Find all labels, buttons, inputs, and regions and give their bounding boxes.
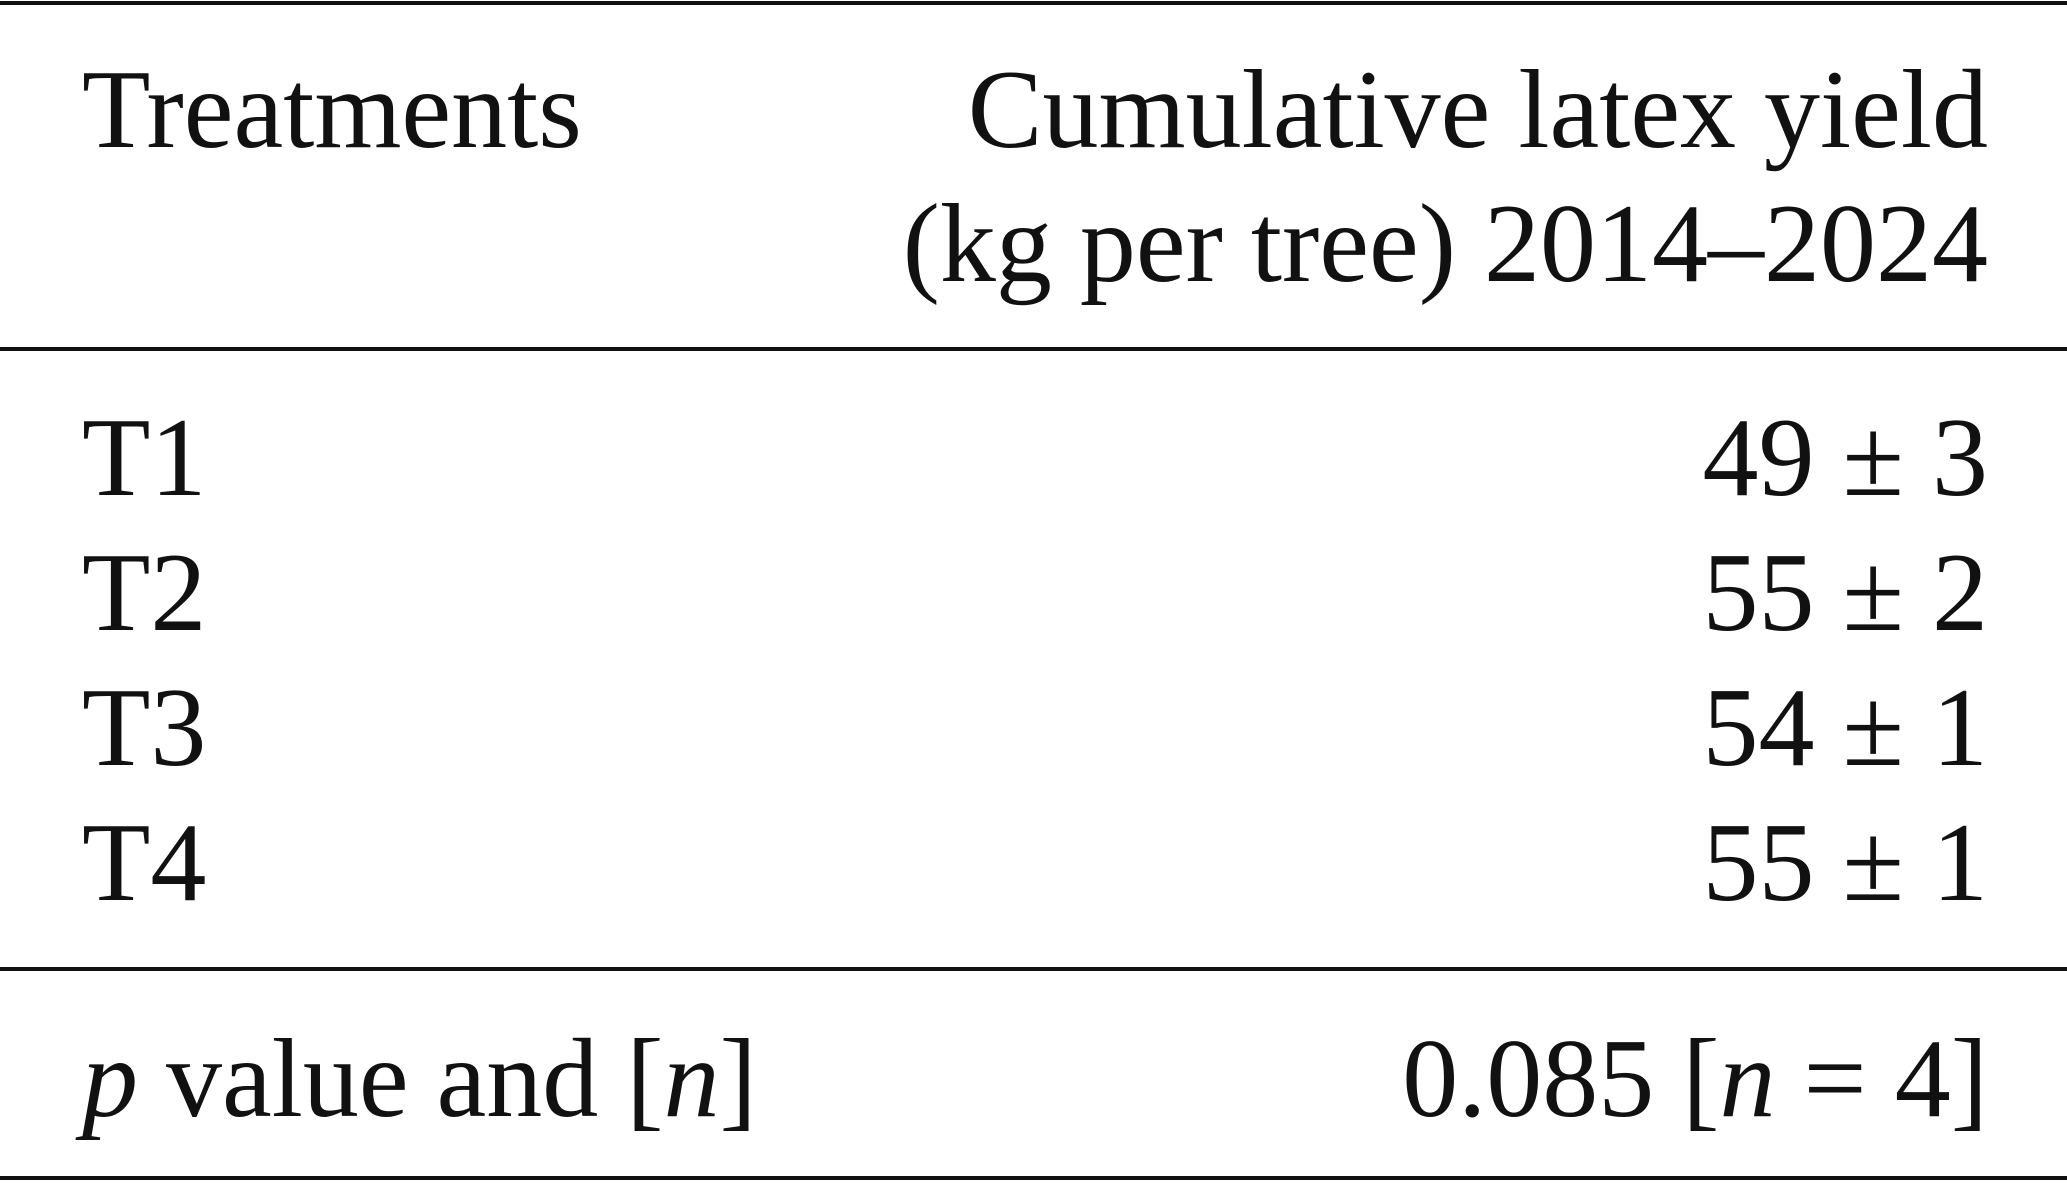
text: ] [719,1017,757,1141]
body-rule [0,967,2067,971]
text: 0.085 [ [1402,1017,1720,1141]
text: = 4] [1775,1017,1988,1141]
treatment-cell: T4 [82,801,207,925]
header-cell: Cumulative latex yield [967,48,1988,172]
text: value and [ [138,1017,664,1141]
header-rule [0,347,2067,351]
yield-cell: 55 ± 1 [1702,801,1988,925]
header-cell: Treatments [82,48,582,172]
yield-cell: 49 ± 3 [1702,396,1988,520]
text: n [1719,1017,1776,1141]
treatment-cell: T2 [82,531,207,655]
yield-cell: 54 ± 1 [1702,666,1988,790]
header-cell: (kg per tree) 2014–2024 [902,182,1988,306]
bottom-rule [0,1176,2067,1180]
treatment-cell: T3 [82,666,207,790]
text: n [663,1017,720,1141]
text: p [82,1017,138,1141]
yield-cell: 55 ± 2 [1702,531,1988,655]
footer-value: 0.085 [n = 4] [1402,1023,1988,1135]
treatment-cell: T1 [82,396,207,520]
footer-label: p value and [n] [82,1023,757,1135]
top-rule [0,1,2067,5]
